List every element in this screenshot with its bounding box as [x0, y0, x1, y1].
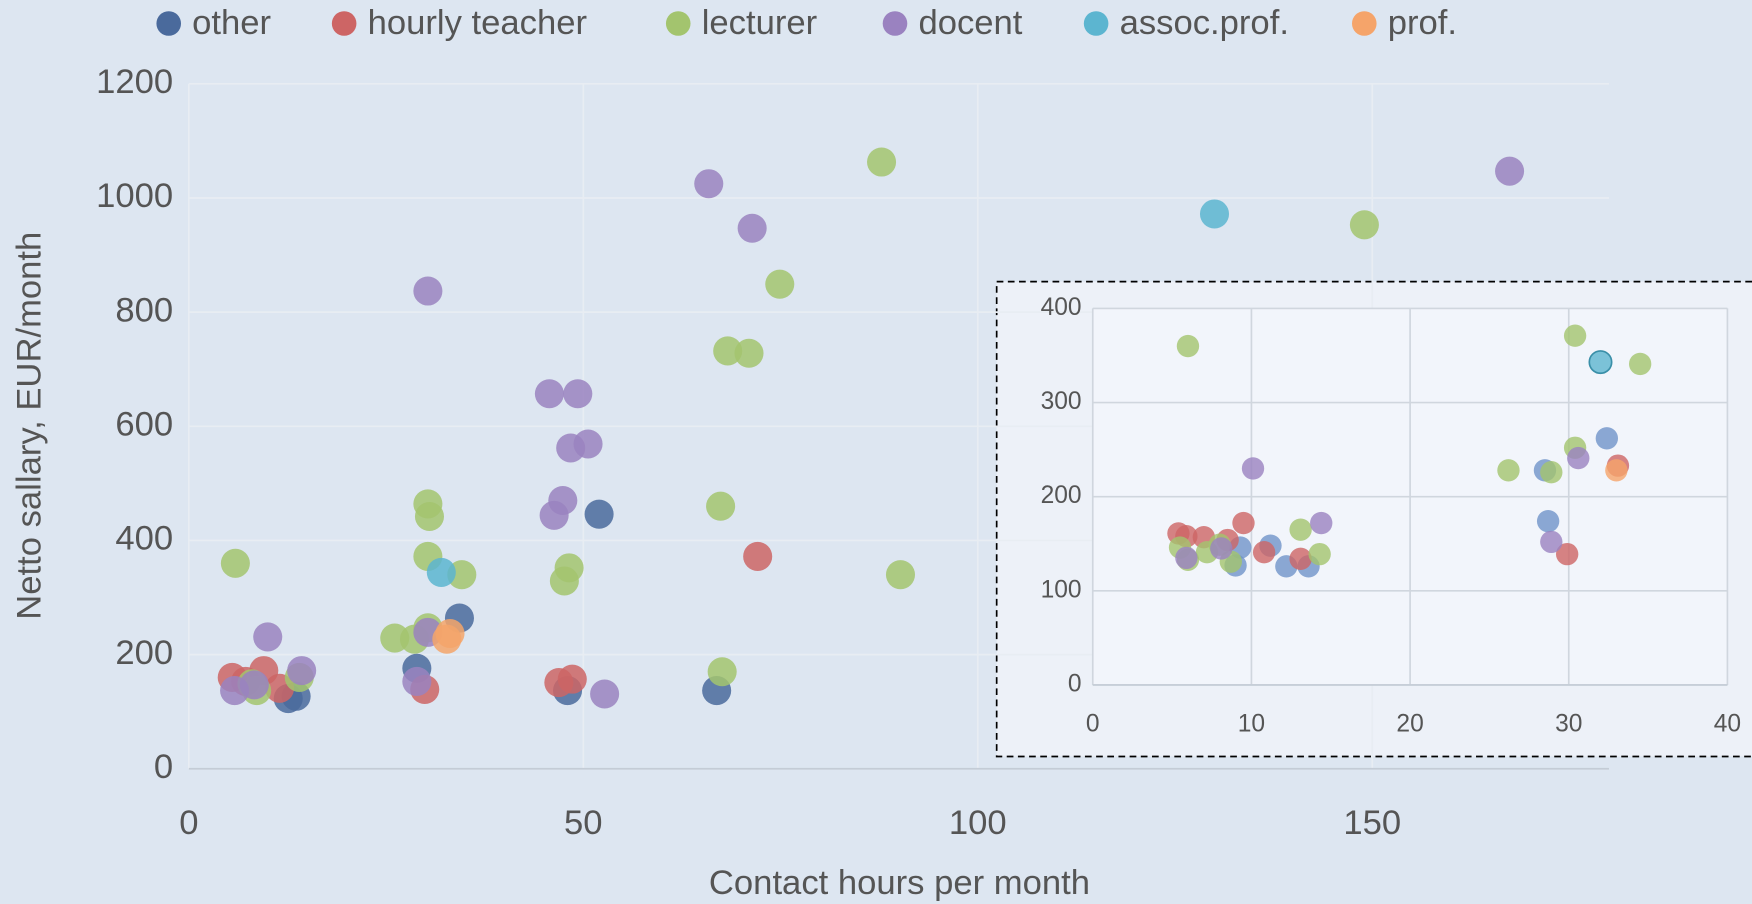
- y-tick-label: 300: [1041, 388, 1082, 415]
- legend-marker: [1351, 11, 1377, 36]
- point: [563, 379, 593, 409]
- y-tick-label: 200: [115, 634, 173, 672]
- legend-marker: [156, 11, 182, 36]
- point: [1497, 459, 1520, 482]
- x-tick-label: 100: [949, 804, 1007, 842]
- legend-label: lecturer: [702, 4, 817, 42]
- point: [743, 541, 773, 571]
- point: [734, 338, 764, 368]
- y-tick-label: 0: [1068, 670, 1082, 697]
- point: [707, 657, 737, 687]
- point: [1495, 156, 1525, 186]
- point: [584, 499, 614, 529]
- point: [1175, 546, 1198, 570]
- point: [1232, 511, 1255, 535]
- y-tick-label: 600: [115, 405, 173, 443]
- x-tick-label: 10: [1238, 711, 1265, 738]
- x-tick-label: 20: [1396, 711, 1423, 738]
- point: [737, 213, 767, 243]
- x-tick-label: 30: [1555, 711, 1582, 738]
- y-tick-label: 1000: [96, 177, 173, 215]
- point: [1308, 542, 1331, 566]
- point: [1310, 511, 1333, 535]
- x-tick-label: 0: [1086, 711, 1100, 738]
- point: [1555, 542, 1579, 566]
- point: [557, 664, 587, 694]
- point: [435, 618, 465, 649]
- x-tick-label: 50: [564, 804, 603, 842]
- point: [1628, 352, 1652, 376]
- point: [1252, 541, 1276, 564]
- y-tick-label: 1200: [96, 63, 173, 101]
- point: [1536, 509, 1560, 533]
- point: [287, 656, 317, 686]
- point: [1540, 461, 1563, 484]
- point: [867, 147, 897, 177]
- point: [713, 336, 743, 366]
- legend-label: hourly teacher: [368, 4, 587, 42]
- point: [1605, 459, 1628, 482]
- point: [534, 379, 564, 409]
- point: [1349, 210, 1379, 240]
- point: [1199, 199, 1230, 229]
- legend-marker: [882, 11, 908, 36]
- point: [539, 500, 569, 530]
- point: [573, 429, 603, 459]
- legend-label: docent: [918, 4, 1022, 42]
- point: [1567, 446, 1590, 470]
- point: [1210, 537, 1233, 560]
- legend-marker: [1083, 11, 1109, 36]
- point: [706, 491, 736, 521]
- x-tick-label: 40: [1714, 711, 1741, 738]
- y-tick-label: 0: [154, 748, 173, 786]
- legend-label: prof.: [1388, 4, 1457, 42]
- point: [413, 276, 443, 306]
- point: [554, 553, 584, 583]
- point: [885, 560, 916, 590]
- point: [1176, 334, 1200, 358]
- point: [694, 169, 724, 199]
- y-axis-label: Netto sallary, EUR/month: [10, 232, 48, 620]
- point: [1588, 350, 1613, 375]
- point: [1289, 547, 1312, 570]
- point: [1563, 324, 1587, 347]
- y-tick-label: 400: [115, 520, 173, 558]
- y-tick-label: 100: [1041, 576, 1082, 603]
- point: [253, 622, 283, 652]
- point: [402, 666, 432, 696]
- x-axis-label: Contact hours per month: [709, 864, 1090, 902]
- point: [426, 557, 456, 587]
- point: [765, 269, 795, 299]
- point: [239, 670, 269, 700]
- point: [1289, 518, 1312, 541]
- point: [1540, 530, 1563, 554]
- point: [1241, 457, 1265, 480]
- y-tick-label: 800: [115, 291, 173, 329]
- legend-label: other: [192, 4, 271, 42]
- y-tick-label: 400: [1041, 294, 1082, 321]
- point: [220, 548, 250, 578]
- point: [1595, 427, 1619, 450]
- legend-marker: [665, 11, 691, 36]
- legend-marker: [331, 11, 357, 36]
- point: [414, 501, 444, 532]
- x-tick-label: 150: [1343, 804, 1401, 842]
- x-tick-label: 0: [179, 804, 198, 842]
- point: [590, 679, 620, 709]
- y-tick-label: 200: [1041, 482, 1082, 509]
- legend-label: assoc.prof.: [1120, 4, 1289, 42]
